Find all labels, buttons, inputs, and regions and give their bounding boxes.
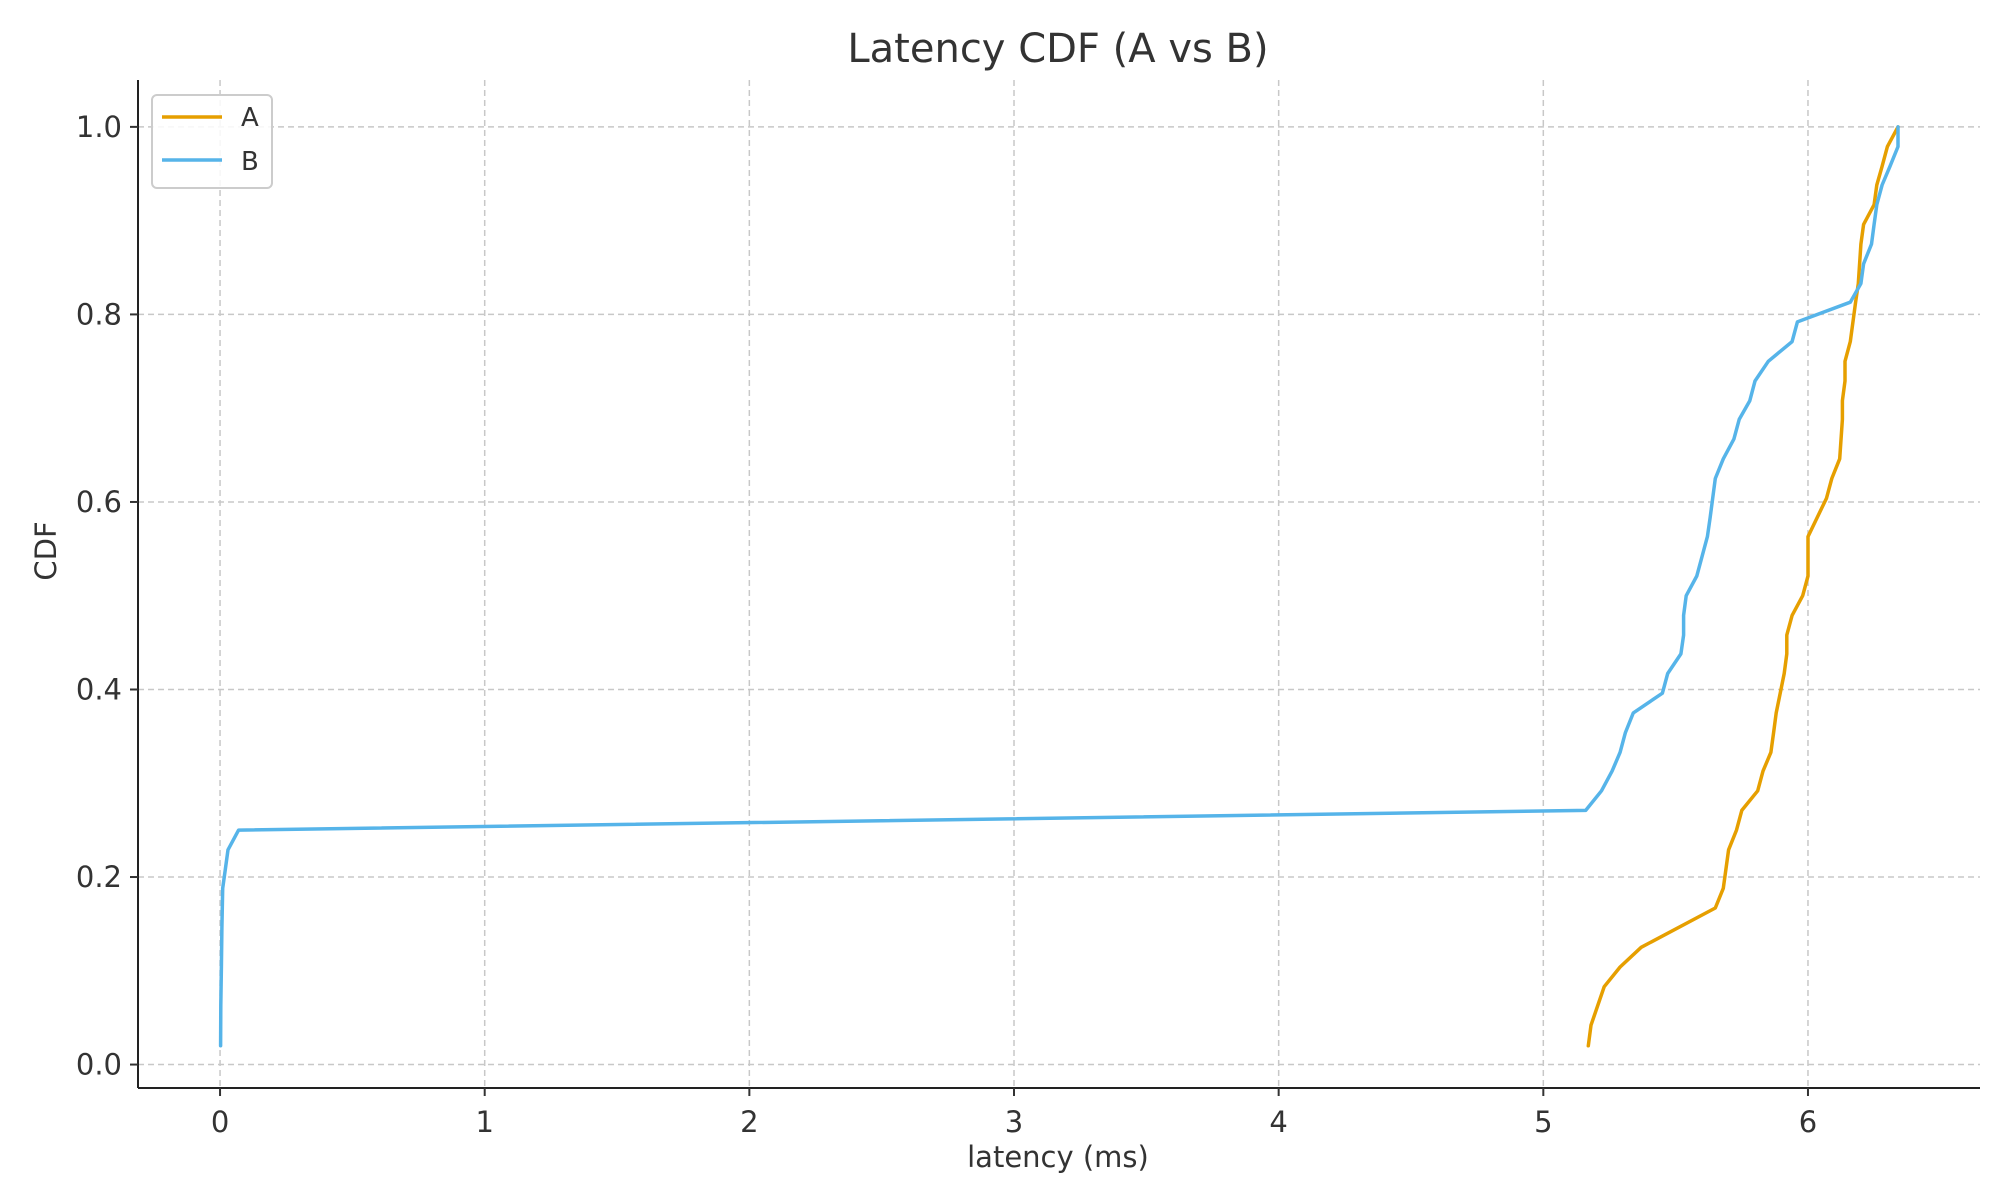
y-tick-label: 1.0	[76, 110, 122, 144]
y-tick-label: 0.4	[76, 672, 122, 706]
y-tick-label: 0.8	[76, 297, 122, 331]
x-tick-label: 2	[740, 1105, 758, 1139]
x-tick-label: 1	[475, 1105, 493, 1139]
x-tick-label: 5	[1534, 1105, 1552, 1139]
legend-label-b: B	[241, 147, 259, 177]
legend-label-a: A	[241, 103, 259, 133]
axes	[137, 80, 1980, 1089]
series-lines	[218, 125, 1900, 1048]
x-tick-label: 4	[1269, 1105, 1287, 1139]
ticks: 0 1 2 3 4 5 6 0.0 0.2 0.4 0.6 0.8 1.0	[76, 110, 1817, 1139]
y-axis-label: CDF	[29, 521, 63, 580]
series-line-a	[1586, 125, 1900, 1048]
y-tick-label: 0.6	[76, 485, 122, 519]
x-tick-label: 0	[211, 1105, 229, 1139]
grid	[138, 80, 1980, 1088]
y-tick-label: 0.2	[76, 860, 122, 894]
x-tick-label: 3	[1005, 1105, 1023, 1139]
chart-title: Latency CDF (A vs B)	[847, 26, 1268, 72]
x-tick-label: 6	[1799, 1105, 1817, 1139]
legend: A B	[151, 94, 273, 189]
x-axis-label: latency (ms)	[967, 1140, 1149, 1174]
y-tick-label: 0.0	[76, 1048, 122, 1082]
series-line-b	[218, 125, 1900, 1048]
